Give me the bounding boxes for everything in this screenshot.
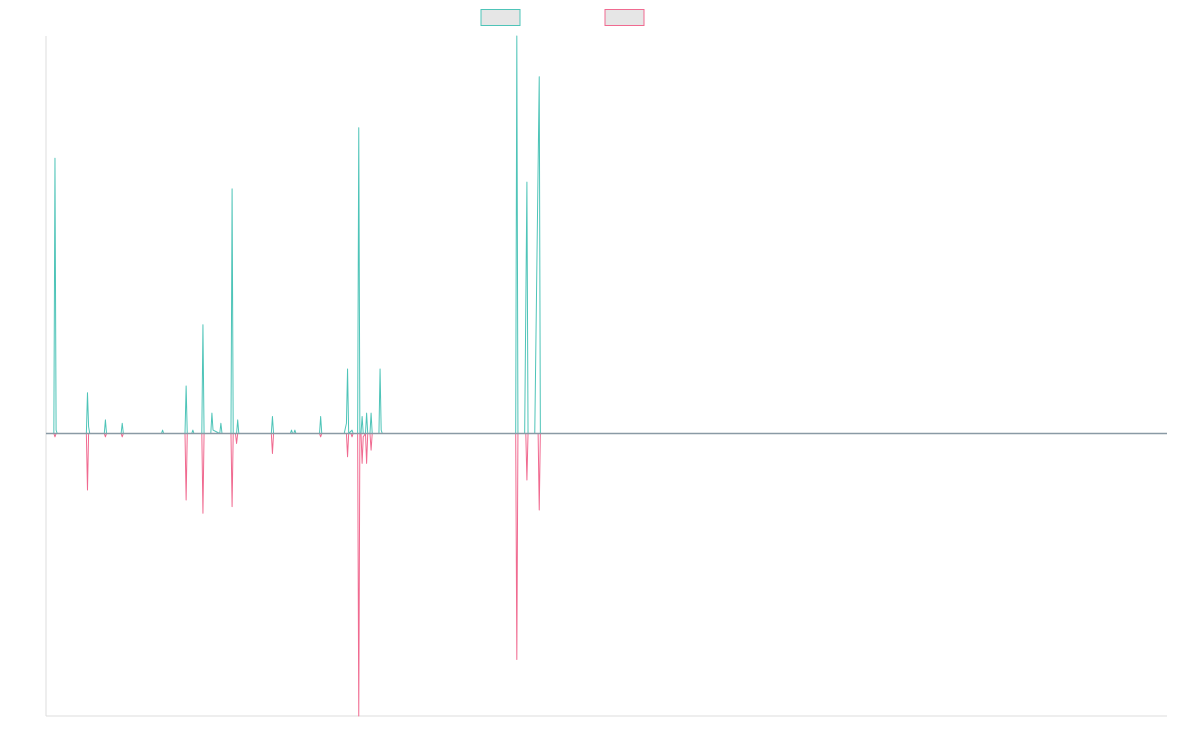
- series-line-negative: [46, 433, 1167, 717]
- legend[interactable]: [480, 9, 645, 26]
- series-line-positive: [46, 35, 1167, 434]
- series-layer: [46, 35, 1167, 717]
- legend-swatch-negative[interactable]: [604, 9, 645, 26]
- legend-swatch-positive[interactable]: [480, 9, 521, 26]
